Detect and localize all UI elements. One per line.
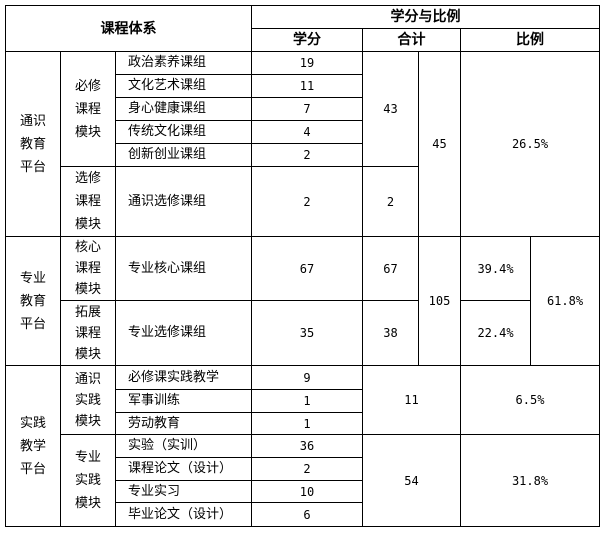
credits-cell: 1 — [251, 412, 363, 435]
course-cell: 身心健康课组 — [115, 97, 252, 121]
header-subtotal: 合计 — [362, 28, 461, 52]
subtotal-cell: 11 — [362, 365, 461, 435]
credits-cell: 4 — [251, 120, 363, 144]
ratio-cell: 61.8% — [530, 236, 600, 366]
credits-cell: 9 — [251, 365, 363, 390]
credits-cell: 35 — [251, 300, 363, 366]
course-cell: 专业核心课组 — [115, 236, 252, 301]
header-credits: 学分 — [251, 28, 363, 52]
course-cell: 文化艺术课组 — [115, 74, 252, 98]
curriculum-credits-table: 课程体系 学分与比例 学分 合计 比例 通识教育平台 必修课程模块 政治素养课组… — [5, 5, 600, 527]
subtotal-cell: 43 — [362, 51, 419, 167]
total-cell: 45 — [418, 51, 461, 237]
credits-cell: 1 — [251, 389, 363, 413]
module-cell: 必修课程模块 — [60, 51, 116, 167]
credits-cell: 19 — [251, 51, 363, 75]
module-cell: 核心课程模块 — [60, 236, 116, 301]
platform-cell: 实践教学平台 — [5, 365, 61, 527]
header-ratio: 比例 — [460, 28, 600, 52]
platform-cell: 通识教育平台 — [5, 51, 61, 237]
course-cell: 专业实习 — [115, 480, 252, 503]
course-cell: 必修课实践教学 — [115, 365, 252, 390]
ratio-cell: 31.8% — [460, 434, 600, 527]
credits-cell: 11 — [251, 74, 363, 98]
credits-cell: 10 — [251, 480, 363, 503]
credits-cell: 36 — [251, 434, 363, 458]
credits-cell: 2 — [251, 166, 363, 237]
subtotal-cell: 2 — [362, 166, 419, 237]
credits-cell: 6 — [251, 502, 363, 527]
ratio-cell: 26.5% — [460, 51, 600, 237]
ratio-cell: 6.5% — [460, 365, 600, 435]
credits-cell: 67 — [251, 236, 363, 301]
course-cell: 专业选修课组 — [115, 300, 252, 366]
course-cell: 毕业论文（设计） — [115, 502, 252, 527]
ratio-sub-cell: 22.4% — [460, 300, 531, 366]
course-cell: 劳动教育 — [115, 412, 252, 435]
module-cell: 选修课程模块 — [60, 166, 116, 237]
subtotal-cell: 54 — [362, 434, 461, 527]
ratio-sub-cell: 39.4% — [460, 236, 531, 301]
course-cell: 实验（实训） — [115, 434, 252, 458]
subtotal-cell: 38 — [362, 300, 419, 366]
course-cell: 传统文化课组 — [115, 120, 252, 144]
platform-cell: 专业教育平台 — [5, 236, 61, 366]
course-cell: 课程论文（设计） — [115, 457, 252, 481]
subtotal-cell: 67 — [362, 236, 419, 301]
credits-cell: 7 — [251, 97, 363, 121]
course-cell: 通识选修课组 — [115, 166, 252, 237]
course-cell: 军事训练 — [115, 389, 252, 413]
header-curriculum: 课程体系 — [5, 5, 252, 52]
header-credits-ratio: 学分与比例 — [251, 5, 600, 29]
total-cell: 105 — [418, 236, 461, 366]
module-cell: 通识实践模块 — [60, 365, 116, 435]
module-cell: 拓展课程模块 — [60, 300, 116, 366]
credits-cell: 2 — [251, 457, 363, 481]
credits-cell: 2 — [251, 143, 363, 167]
module-cell: 专业实践模块 — [60, 434, 116, 527]
course-cell: 政治素养课组 — [115, 51, 252, 75]
course-cell: 创新创业课组 — [115, 143, 252, 167]
